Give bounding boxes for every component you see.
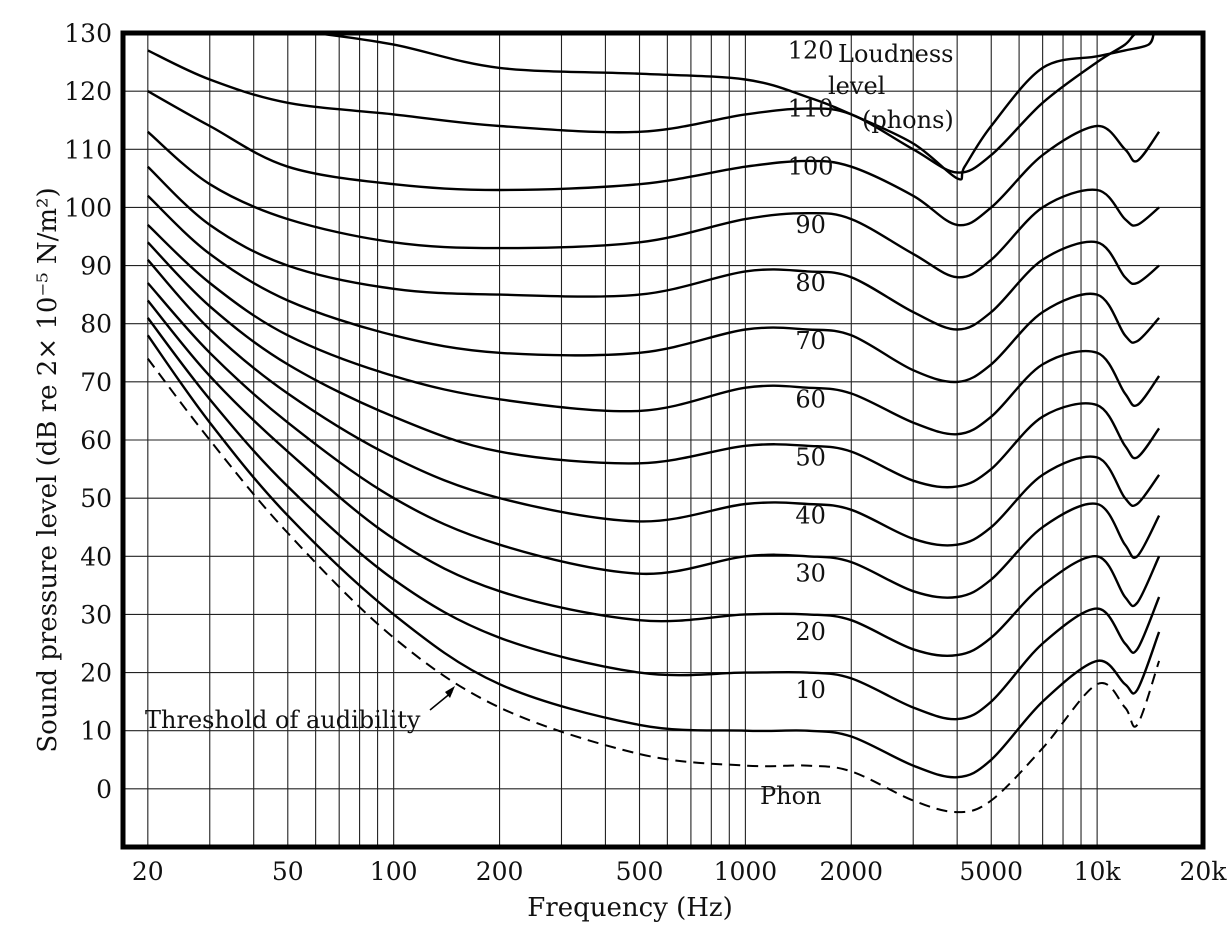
legend-title-line2: level (828, 72, 885, 100)
y-tick-label: 120 (64, 77, 112, 106)
curve-label-70: 70 (795, 327, 826, 355)
y-tick-label: 50 (80, 484, 112, 513)
loudness-curve-130-phon (315, 31, 1156, 181)
x-tick-label: 5000 (959, 857, 1023, 886)
curve-label-90: 90 (795, 211, 826, 239)
curve-label-80: 80 (795, 269, 826, 297)
curve-labels: 10 20 30 40 50 60 70 80 90 100 110 120 (788, 36, 834, 704)
x-tick-label: 20k (1180, 857, 1228, 886)
y-tick-label: 0 (96, 775, 112, 804)
x-tick-label: 100 (370, 857, 418, 886)
curve-label-60: 60 (795, 385, 826, 413)
loudness-curves (146, 30, 1161, 814)
x-tick-label: 2000 (819, 857, 883, 886)
x-axis-label: Frequency (Hz) (527, 893, 733, 923)
grid (123, 32, 1203, 847)
threshold-pointer-arrowhead (445, 686, 455, 698)
x-tick-label: 200 (476, 857, 524, 886)
x-tick-label: 1000 (714, 857, 778, 886)
y-tick-label: 70 (80, 368, 112, 397)
y-tick-label: 10 (80, 717, 112, 746)
phon-unit-label: Phon (760, 782, 822, 810)
curve-label-50: 50 (795, 443, 826, 471)
y-tick-label: 30 (80, 600, 112, 629)
loudness-curve-30-phon (146, 299, 1161, 658)
y-tick-labels: 0 10 20 30 40 50 60 70 80 90 100 110 120 130 (64, 19, 112, 804)
curve-label-10: 10 (795, 676, 826, 704)
x-tick-label: 10k (1074, 857, 1122, 886)
curve-label-40: 40 (795, 502, 826, 530)
y-tick-label: 40 (80, 542, 112, 571)
y-tick-label: 20 (80, 659, 112, 688)
y-tick-label: 80 (80, 310, 112, 339)
x-tick-label: 50 (272, 857, 304, 886)
loudness-curve-60-phon (146, 241, 1161, 489)
loudness-curve-70-phon (146, 224, 1161, 436)
legend-title-line1: Loudness (838, 40, 954, 68)
loudness-curve-20-phon (146, 317, 1161, 721)
curve-label-30: 30 (795, 560, 826, 588)
y-tick-label: 60 (80, 426, 112, 455)
loudness-curve-10-phon (146, 334, 1161, 779)
plot-frame (120, 30, 1206, 850)
y-tick-label: 100 (64, 193, 112, 222)
loudness-curve-90-phon (146, 165, 1160, 331)
y-tick-label: 130 (64, 19, 112, 48)
y-tick-label: 90 (80, 252, 112, 281)
x-tick-label: 500 (616, 857, 664, 886)
y-tick-label: 110 (64, 135, 112, 164)
loudness-curve-80-phon (146, 194, 1160, 384)
loudness-curve-110-phon (147, 90, 1161, 227)
y-axis-label: Sound pressure level (dB re 2× 10⁻⁵ N/m²… (33, 187, 63, 752)
curve-label-120: 120 (788, 36, 834, 64)
threshold-label: Threshold of audibility (145, 706, 421, 734)
x-tick-labels: 20 50 100 200 500 1000 2000 5000 10k 20k (132, 857, 1227, 886)
loudness-curve-100-phon (147, 130, 1160, 279)
curve-label-100: 100 (788, 153, 834, 181)
loudness-curve-50-phon (146, 259, 1161, 547)
loudness-curve-40-phon (146, 282, 1161, 599)
loudness-curve-120-phon (147, 30, 1160, 174)
legend-title-line3: (phons) (862, 106, 954, 134)
threshold-of-audibility-curve (147, 357, 1161, 814)
curve-label-20: 20 (795, 618, 826, 646)
curve-label-110: 110 (788, 95, 834, 123)
x-tick-label: 20 (132, 857, 164, 886)
